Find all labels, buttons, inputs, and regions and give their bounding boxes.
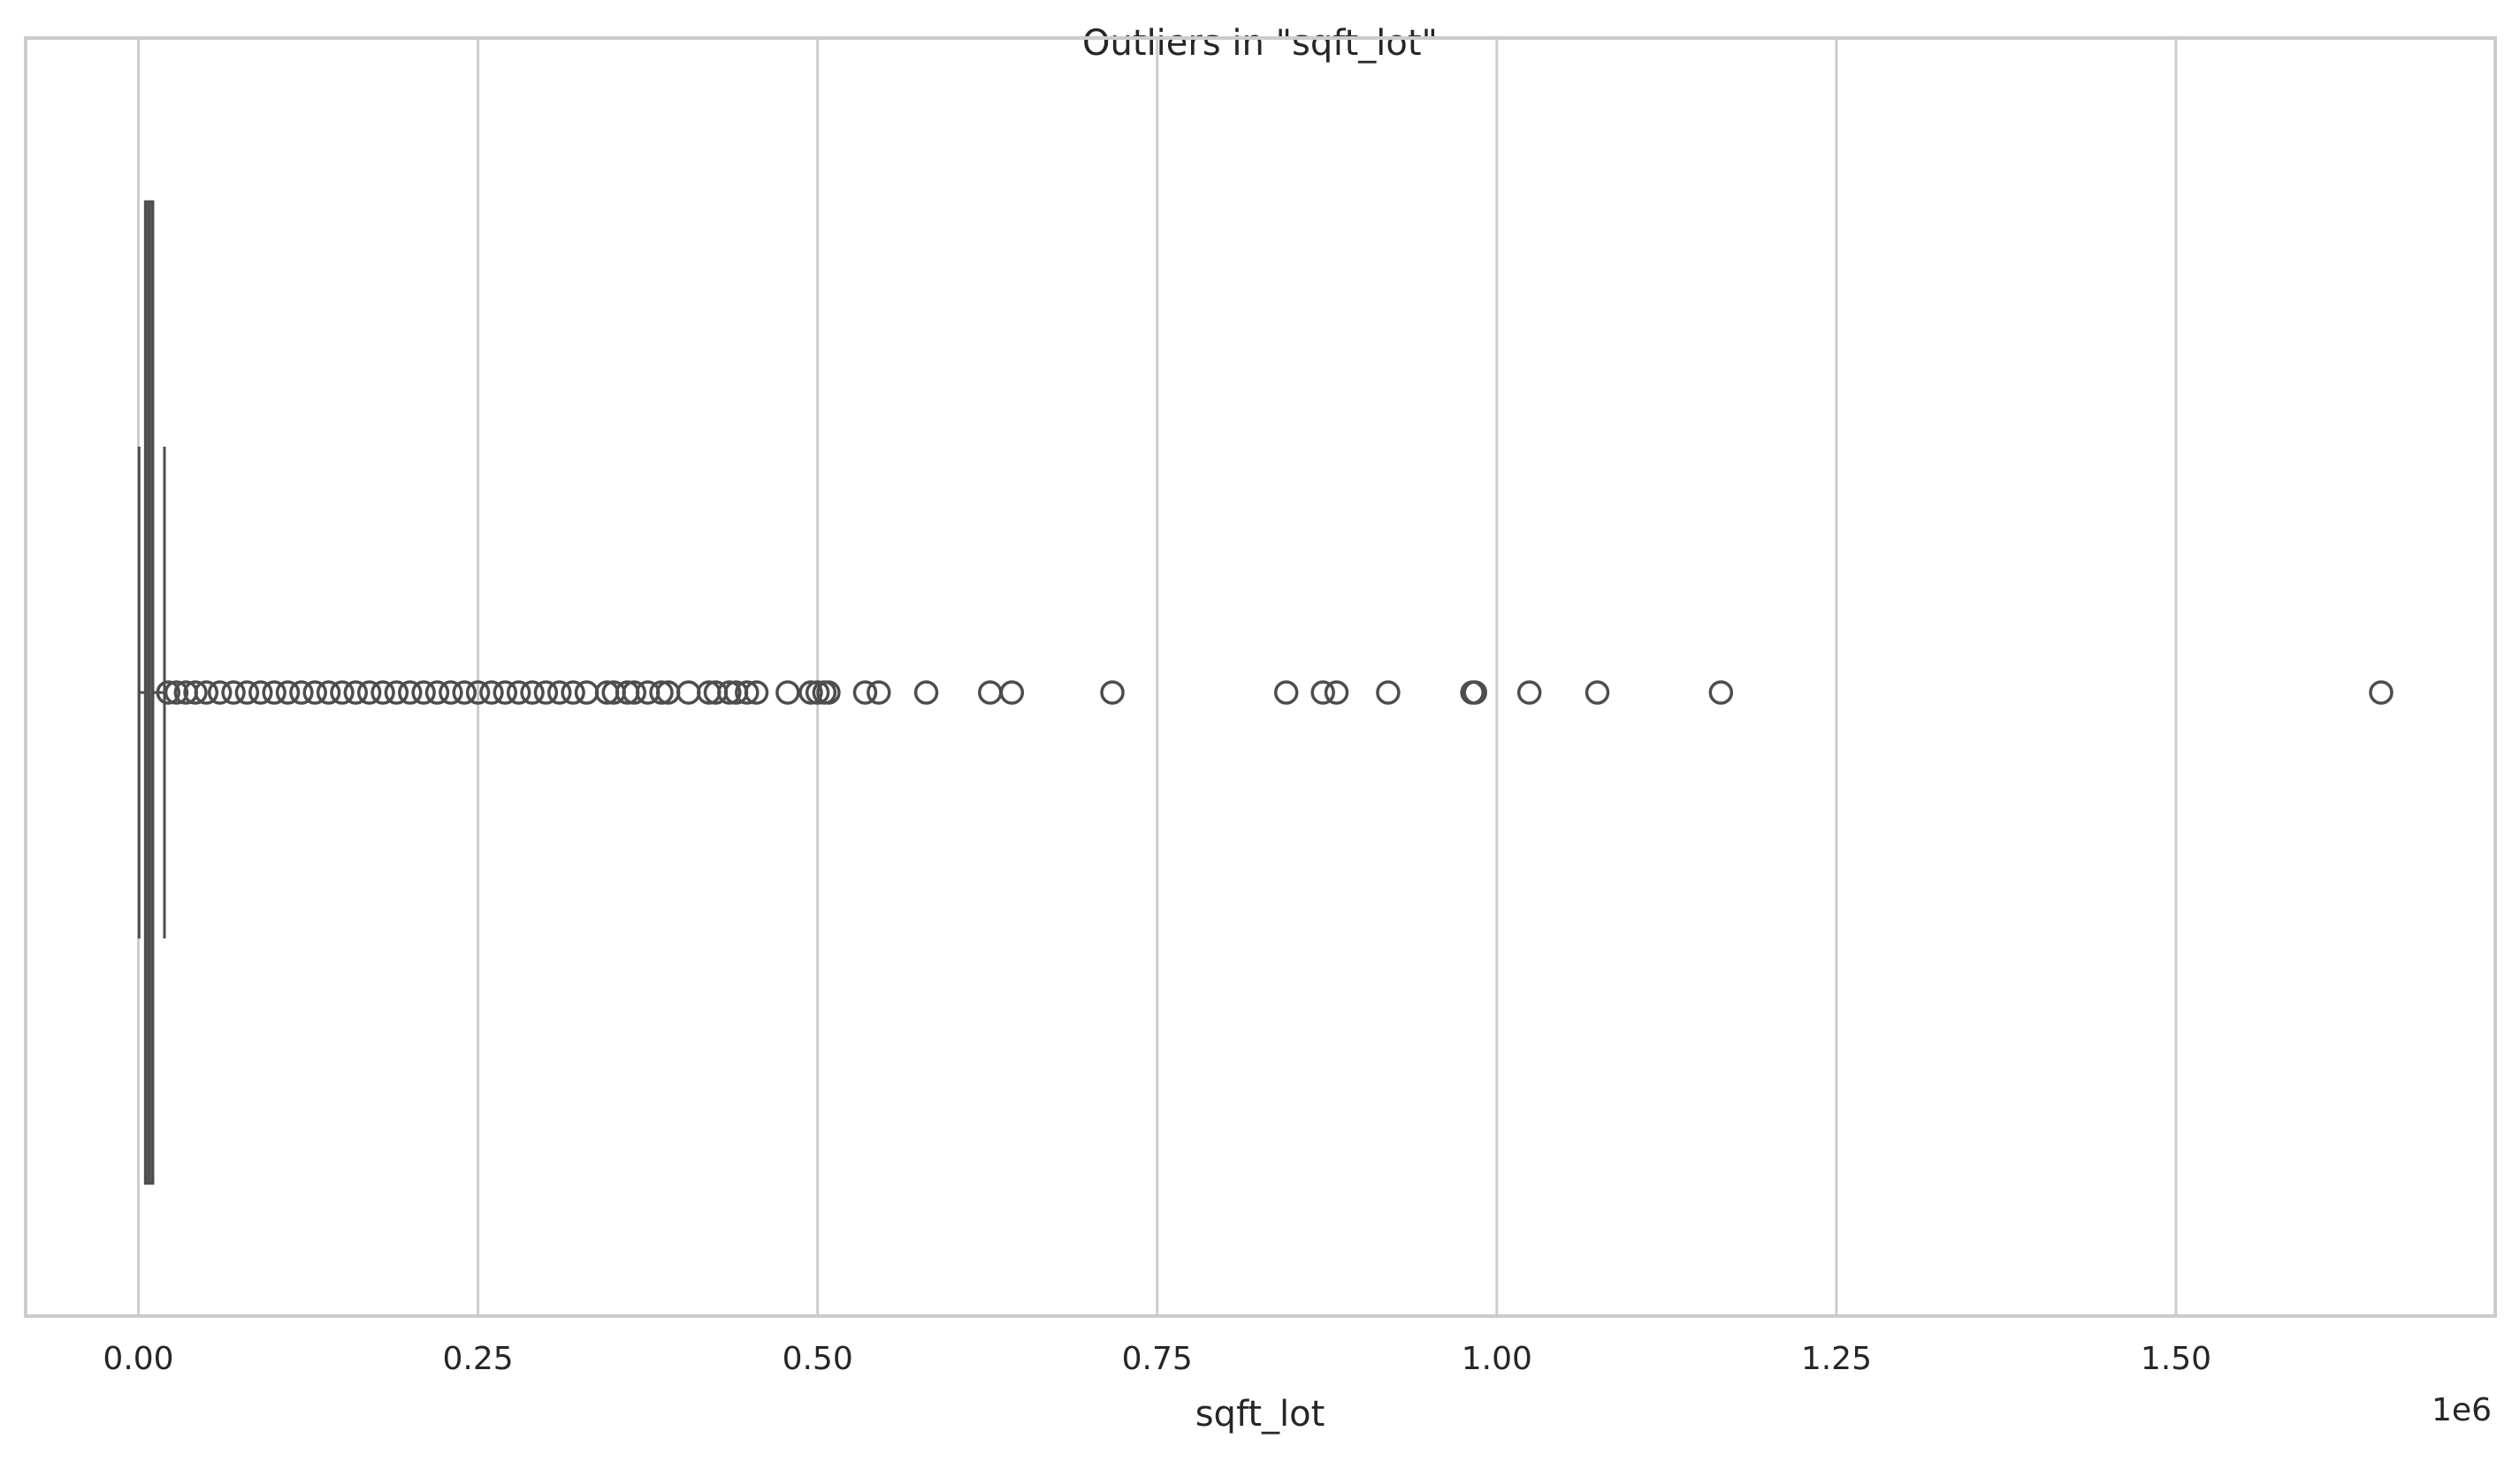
outlier-point xyxy=(1462,680,1487,705)
grid-lines xyxy=(137,38,2178,1316)
outlier-point xyxy=(302,680,327,705)
x-tick-label: 1.25 xyxy=(1801,1341,1872,1377)
outlier-point xyxy=(398,680,423,705)
outlier-point xyxy=(411,680,436,705)
outlier-point xyxy=(234,680,260,705)
x-axis-label: sqft_lot xyxy=(1195,1394,1325,1435)
x-tick-label: 1.50 xyxy=(2141,1341,2211,1377)
plot-frame xyxy=(24,36,2497,1318)
outlier-point xyxy=(775,680,800,705)
outlier-point xyxy=(330,680,355,705)
outlier-point xyxy=(506,680,531,705)
outlier-point xyxy=(574,680,599,705)
outlier-point xyxy=(978,680,1003,705)
outlier-point xyxy=(561,680,585,705)
box-group xyxy=(137,200,166,1185)
outlier-point xyxy=(439,680,463,705)
outlier-point xyxy=(221,680,246,705)
outlier-point xyxy=(852,680,878,705)
outlier-point xyxy=(156,680,181,705)
outlier-point xyxy=(999,680,1025,705)
outlier-point xyxy=(805,680,830,705)
x-tick-labels: 0.00 0.25 0.50 0.75 1.00 1.25 1.50 xyxy=(103,1341,2211,1377)
outlier-point xyxy=(867,680,891,705)
outlier-point xyxy=(1310,680,1335,705)
outlier-point xyxy=(1376,680,1401,705)
outlier-point xyxy=(1100,680,1125,705)
outlier-point xyxy=(798,680,823,705)
x-tick-label: 0.50 xyxy=(783,1341,853,1377)
outlier-points xyxy=(156,680,2394,705)
outlier-point xyxy=(370,680,395,705)
outlier-point xyxy=(717,680,742,705)
x-tick-label: 0.00 xyxy=(103,1341,173,1377)
outlier-point xyxy=(735,680,760,705)
outlier-point xyxy=(547,680,572,705)
outlier-point xyxy=(676,680,701,705)
outlier-point xyxy=(744,680,769,705)
outlier-point xyxy=(1585,680,1610,705)
outlier-point xyxy=(452,680,477,705)
outlier-point xyxy=(1273,680,1299,705)
outlier-point xyxy=(1708,680,1734,705)
x-tick-label: 0.75 xyxy=(1122,1341,1193,1377)
outlier-point xyxy=(1516,680,1542,705)
outlier-point xyxy=(424,680,450,705)
outlier-point xyxy=(164,680,189,705)
outlier-point xyxy=(465,680,491,705)
outlier-point xyxy=(816,680,841,705)
x-axis-offset-label: 1e6 xyxy=(2432,1392,2492,1428)
x-tick-label: 1.00 xyxy=(1462,1341,1532,1377)
outlier-point xyxy=(183,680,208,705)
outlier-point xyxy=(533,680,559,705)
outlier-point xyxy=(207,680,233,705)
outlier-point xyxy=(520,680,545,705)
x-tick-label: 0.25 xyxy=(443,1341,514,1377)
outlier-point xyxy=(493,680,518,705)
outlier-point xyxy=(622,680,647,705)
outlier-point xyxy=(479,680,504,705)
outlier-point xyxy=(275,680,301,705)
outlier-point xyxy=(1324,680,1349,705)
outlier-point xyxy=(262,680,286,705)
outlier-point xyxy=(384,680,409,705)
chart-title: Outliers in "sqft_lot" xyxy=(1082,23,1438,64)
outlier-point xyxy=(343,680,369,705)
outlier-point xyxy=(194,680,219,705)
outlier-point xyxy=(316,680,341,705)
outlier-point xyxy=(248,680,273,705)
outlier-point xyxy=(289,680,314,705)
outlier-point xyxy=(913,680,939,705)
outlier-point xyxy=(2369,680,2394,705)
outlier-point xyxy=(649,680,674,705)
outlier-point xyxy=(356,680,382,705)
